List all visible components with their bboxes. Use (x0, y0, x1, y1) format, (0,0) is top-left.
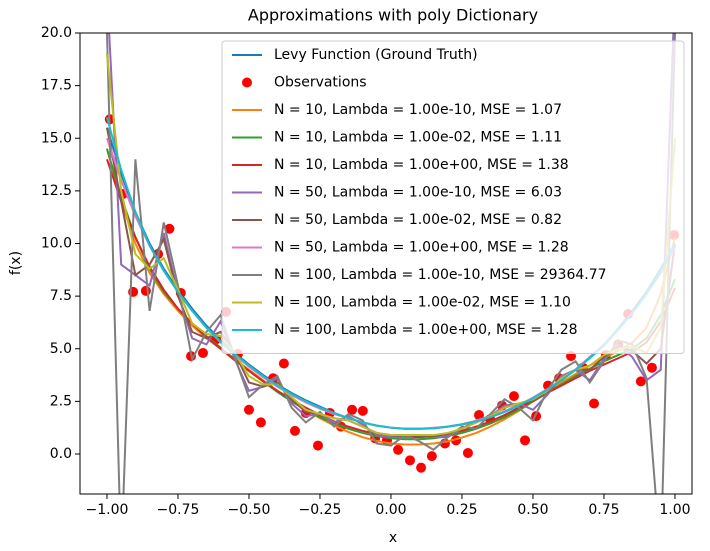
y-tick-label: 15.0 (41, 130, 72, 146)
legend-label: N = 10, Lambda = 1.00e-02, MSE = 1.11 (274, 130, 562, 146)
y-tick-label: 5.0 (50, 341, 72, 357)
x-tick-label: 1.00 (659, 502, 690, 518)
observation-point (520, 435, 531, 446)
legend-box (221, 40, 685, 354)
y-tick-label: 2.5 (50, 393, 72, 409)
legend-label: N = 100, Lambda = 1.00e-10, MSE = 29364.… (274, 267, 607, 283)
observation-point (635, 376, 646, 387)
observation-point (589, 398, 600, 409)
legend-label: N = 10, Lambda = 1.00e-10, MSE = 1.07 (274, 102, 562, 118)
observation-point (462, 447, 473, 458)
observation-point (278, 358, 289, 369)
y-tick-label: 17.5 (41, 78, 72, 94)
legend-label: Observations (274, 75, 367, 91)
y-tick-label: 20.0 (41, 25, 72, 41)
series-line (106, 158, 676, 439)
observation-point (426, 451, 437, 462)
series-line (106, 116, 676, 430)
series-line (105, 53, 676, 437)
x-axis-label: x (389, 530, 397, 546)
legend-swatch (242, 77, 252, 88)
observation-point (508, 391, 519, 402)
legend-label: N = 50, Lambda = 1.00e-02, MSE = 0.82 (274, 212, 562, 228)
axes-frame (79, 32, 693, 495)
observation-point (347, 404, 358, 415)
legend-label: Levy Function (Ground Truth) (274, 47, 478, 63)
x-tick-label: −1.00 (86, 502, 129, 518)
observation-point (289, 425, 300, 436)
x-tick-label: −0.75 (157, 502, 200, 518)
legend-label: N = 10, Lambda = 1.00e+00, MSE = 1.38 (274, 157, 569, 173)
y-axis-label: f(x) (8, 251, 24, 275)
observation-point (474, 410, 485, 421)
observation-point (393, 444, 404, 455)
legend-label: N = 100, Lambda = 1.00e-02, MSE = 1.10 (274, 295, 571, 311)
chart-title: Approximations with poly Dictionary (248, 6, 538, 25)
observation-point (416, 462, 427, 473)
observation-point (312, 440, 323, 451)
y-tick-label: 7.5 (50, 288, 72, 304)
y-tick-label: 10.0 (41, 236, 72, 252)
observation-point (243, 404, 254, 415)
legend-label: N = 50, Lambda = 1.00e-10, MSE = 6.03 (274, 185, 562, 201)
observation-point (140, 285, 151, 296)
legend: Levy Function (Ground Truth) Observations… (221, 40, 685, 354)
observation-point (255, 417, 266, 428)
x-tick-label: 0.75 (588, 502, 619, 518)
x-tick-label: 0.50 (517, 502, 548, 518)
x-tick-label: −0.25 (299, 502, 342, 518)
legend-label: N = 100, Lambda = 1.00e+00, MSE = 1.28 (274, 322, 578, 338)
y-tick-label: 0.0 (50, 446, 72, 462)
x-tick-label: −0.50 (228, 502, 271, 518)
x-tick-label: 0.00 (375, 502, 406, 518)
observation-point (197, 347, 208, 358)
observation-point (357, 405, 368, 416)
series-line (106, 148, 676, 446)
x-tick-label: 0.25 (446, 502, 477, 518)
observation-point (404, 455, 415, 466)
observation-point (646, 362, 657, 373)
legend-label: N = 50, Lambda = 1.00e+00, MSE = 1.28 (274, 240, 569, 256)
observation-point (164, 223, 175, 234)
y-tick-label: 12.5 (41, 183, 72, 199)
